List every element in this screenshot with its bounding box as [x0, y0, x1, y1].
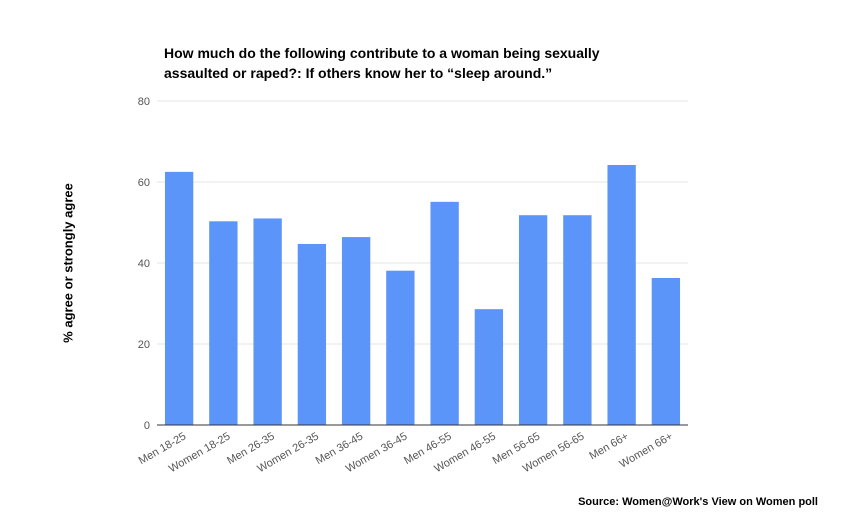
y-tick-label: 20: [138, 339, 150, 351]
bar: [430, 201, 459, 425]
bar: [474, 309, 504, 425]
y-tick-label: 60: [138, 177, 150, 189]
y-tick-label: 0: [144, 420, 150, 432]
bar: [341, 237, 371, 425]
y-tick-label: 40: [138, 258, 150, 270]
bar: [563, 215, 592, 425]
chart-title-line-2: assaulted or raped?: If others know her …: [164, 65, 553, 81]
bar: [386, 270, 415, 425]
bar: [164, 171, 194, 425]
bar: [209, 221, 238, 425]
chart-title-line-1: How much do the following contribute to …: [164, 45, 600, 61]
bar: [518, 215, 548, 425]
bar: [607, 164, 636, 426]
bar: [253, 218, 282, 425]
source-note: Source: Women@Work's View on Women poll: [578, 496, 818, 508]
y-tick-label: 80: [138, 96, 150, 108]
bar: [651, 277, 681, 425]
bar: [297, 243, 327, 425]
gridlines: [157, 100, 688, 345]
y-axis-ticks: 0 20 40 60 80: [138, 96, 150, 432]
chart-title: How much do the following contribute to …: [164, 43, 684, 83]
bars: [164, 164, 681, 426]
